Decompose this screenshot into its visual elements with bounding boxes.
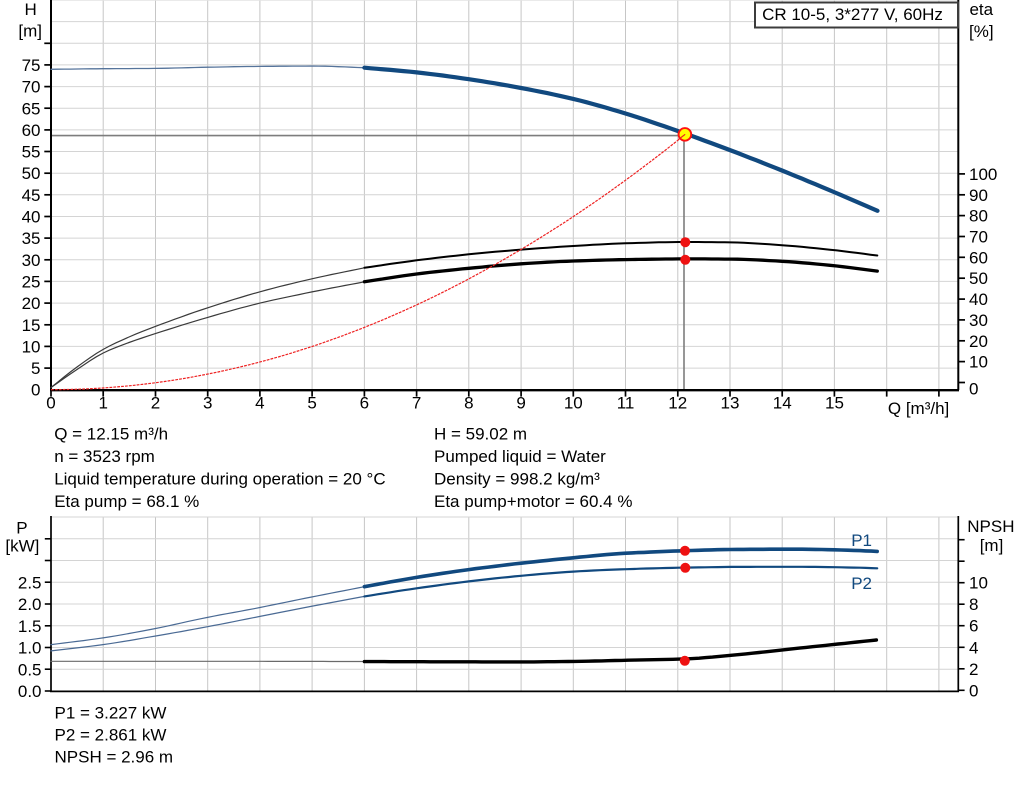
svg-text:40: 40 <box>22 208 41 227</box>
svg-text:0: 0 <box>31 381 40 400</box>
svg-text:1.5: 1.5 <box>18 617 42 636</box>
svg-text:90: 90 <box>969 186 988 205</box>
svg-text:10: 10 <box>969 353 988 372</box>
svg-text:10: 10 <box>22 337 41 356</box>
svg-text:9: 9 <box>516 394 525 413</box>
svg-text:20: 20 <box>22 294 41 313</box>
svg-text:P2 = 2.861 kW: P2 = 2.861 kW <box>55 726 167 745</box>
svg-text:2: 2 <box>151 394 160 413</box>
svg-text:CR 10-5, 3*277 V, 60Hz: CR 10-5, 3*277 V, 60Hz <box>762 5 943 24</box>
svg-text:P2: P2 <box>851 574 872 593</box>
svg-text:15: 15 <box>22 316 41 335</box>
svg-text:[%]: [%] <box>969 22 994 41</box>
svg-text:0: 0 <box>969 380 978 399</box>
svg-text:60: 60 <box>969 248 988 267</box>
svg-text:3: 3 <box>203 394 212 413</box>
svg-text:P1: P1 <box>851 531 872 550</box>
svg-text:0.5: 0.5 <box>18 660 42 679</box>
svg-text:20: 20 <box>969 332 988 351</box>
svg-text:10: 10 <box>969 574 988 593</box>
svg-text:P1 = 3.227 kW: P1 = 3.227 kW <box>55 704 167 723</box>
svg-text:45: 45 <box>22 186 41 205</box>
svg-text:30: 30 <box>22 251 41 270</box>
svg-text:4: 4 <box>255 394 264 413</box>
svg-text:70: 70 <box>969 227 988 246</box>
svg-text:30: 30 <box>969 311 988 330</box>
svg-text:70: 70 <box>22 78 41 97</box>
svg-text:H: H <box>25 0 37 19</box>
svg-text:Eta pump = 68.1 %: Eta pump = 68.1 % <box>54 492 199 511</box>
svg-text:6: 6 <box>360 394 369 413</box>
svg-text:60: 60 <box>22 121 41 140</box>
svg-text:eta: eta <box>969 0 993 19</box>
svg-text:2: 2 <box>969 660 978 679</box>
svg-text:8: 8 <box>969 595 978 614</box>
svg-text:5: 5 <box>31 359 40 378</box>
svg-text:13: 13 <box>721 394 740 413</box>
svg-text:NPSH: NPSH <box>967 517 1014 536</box>
svg-text:65: 65 <box>22 99 41 118</box>
svg-text:80: 80 <box>969 207 988 226</box>
svg-text:100: 100 <box>969 165 997 184</box>
svg-text:[m]: [m] <box>18 22 42 41</box>
svg-text:Liquid temperature during oper: Liquid temperature during operation = 20… <box>54 469 385 488</box>
svg-text:1: 1 <box>98 394 107 413</box>
svg-text:1.0: 1.0 <box>18 639 42 658</box>
svg-text:12: 12 <box>668 394 687 413</box>
svg-text:0: 0 <box>46 394 55 413</box>
svg-text:n = 3523 rpm: n = 3523 rpm <box>54 447 155 466</box>
svg-text:5: 5 <box>307 394 316 413</box>
svg-text:2.5: 2.5 <box>18 573 42 592</box>
svg-text:50: 50 <box>969 269 988 288</box>
svg-text:75: 75 <box>22 56 41 75</box>
svg-text:Q [m³/h]: Q [m³/h] <box>888 399 949 418</box>
svg-text:Density = 998.2 kg/m³: Density = 998.2 kg/m³ <box>434 469 600 488</box>
svg-text:50: 50 <box>22 164 41 183</box>
svg-text:Q = 12.15 m³/h: Q = 12.15 m³/h <box>54 424 168 443</box>
svg-text:6: 6 <box>969 617 978 636</box>
svg-text:[kW]: [kW] <box>5 537 39 556</box>
svg-text:4: 4 <box>969 638 978 657</box>
svg-text:8: 8 <box>464 394 473 413</box>
svg-text:25: 25 <box>22 272 41 291</box>
svg-text:11: 11 <box>617 394 635 413</box>
svg-text:H = 59.02 m: H = 59.02 m <box>434 424 527 443</box>
svg-text:10: 10 <box>564 394 583 413</box>
svg-text:0: 0 <box>969 681 978 700</box>
svg-text:0.0: 0.0 <box>18 682 42 701</box>
svg-text:Pumped liquid = Water: Pumped liquid = Water <box>434 447 606 466</box>
svg-text:NPSH = 2.96 m: NPSH = 2.96 m <box>55 748 174 767</box>
svg-text:2.0: 2.0 <box>18 595 42 614</box>
svg-text:15: 15 <box>825 394 844 413</box>
svg-text:Eta pump+motor = 60.4 %: Eta pump+motor = 60.4 % <box>434 492 632 511</box>
svg-text:14: 14 <box>773 394 792 413</box>
svg-text:P: P <box>16 519 27 538</box>
svg-text:7: 7 <box>412 394 421 413</box>
svg-text:55: 55 <box>22 143 41 162</box>
svg-text:35: 35 <box>22 229 41 248</box>
svg-text:40: 40 <box>969 290 988 309</box>
svg-text:[m]: [m] <box>980 536 1004 555</box>
